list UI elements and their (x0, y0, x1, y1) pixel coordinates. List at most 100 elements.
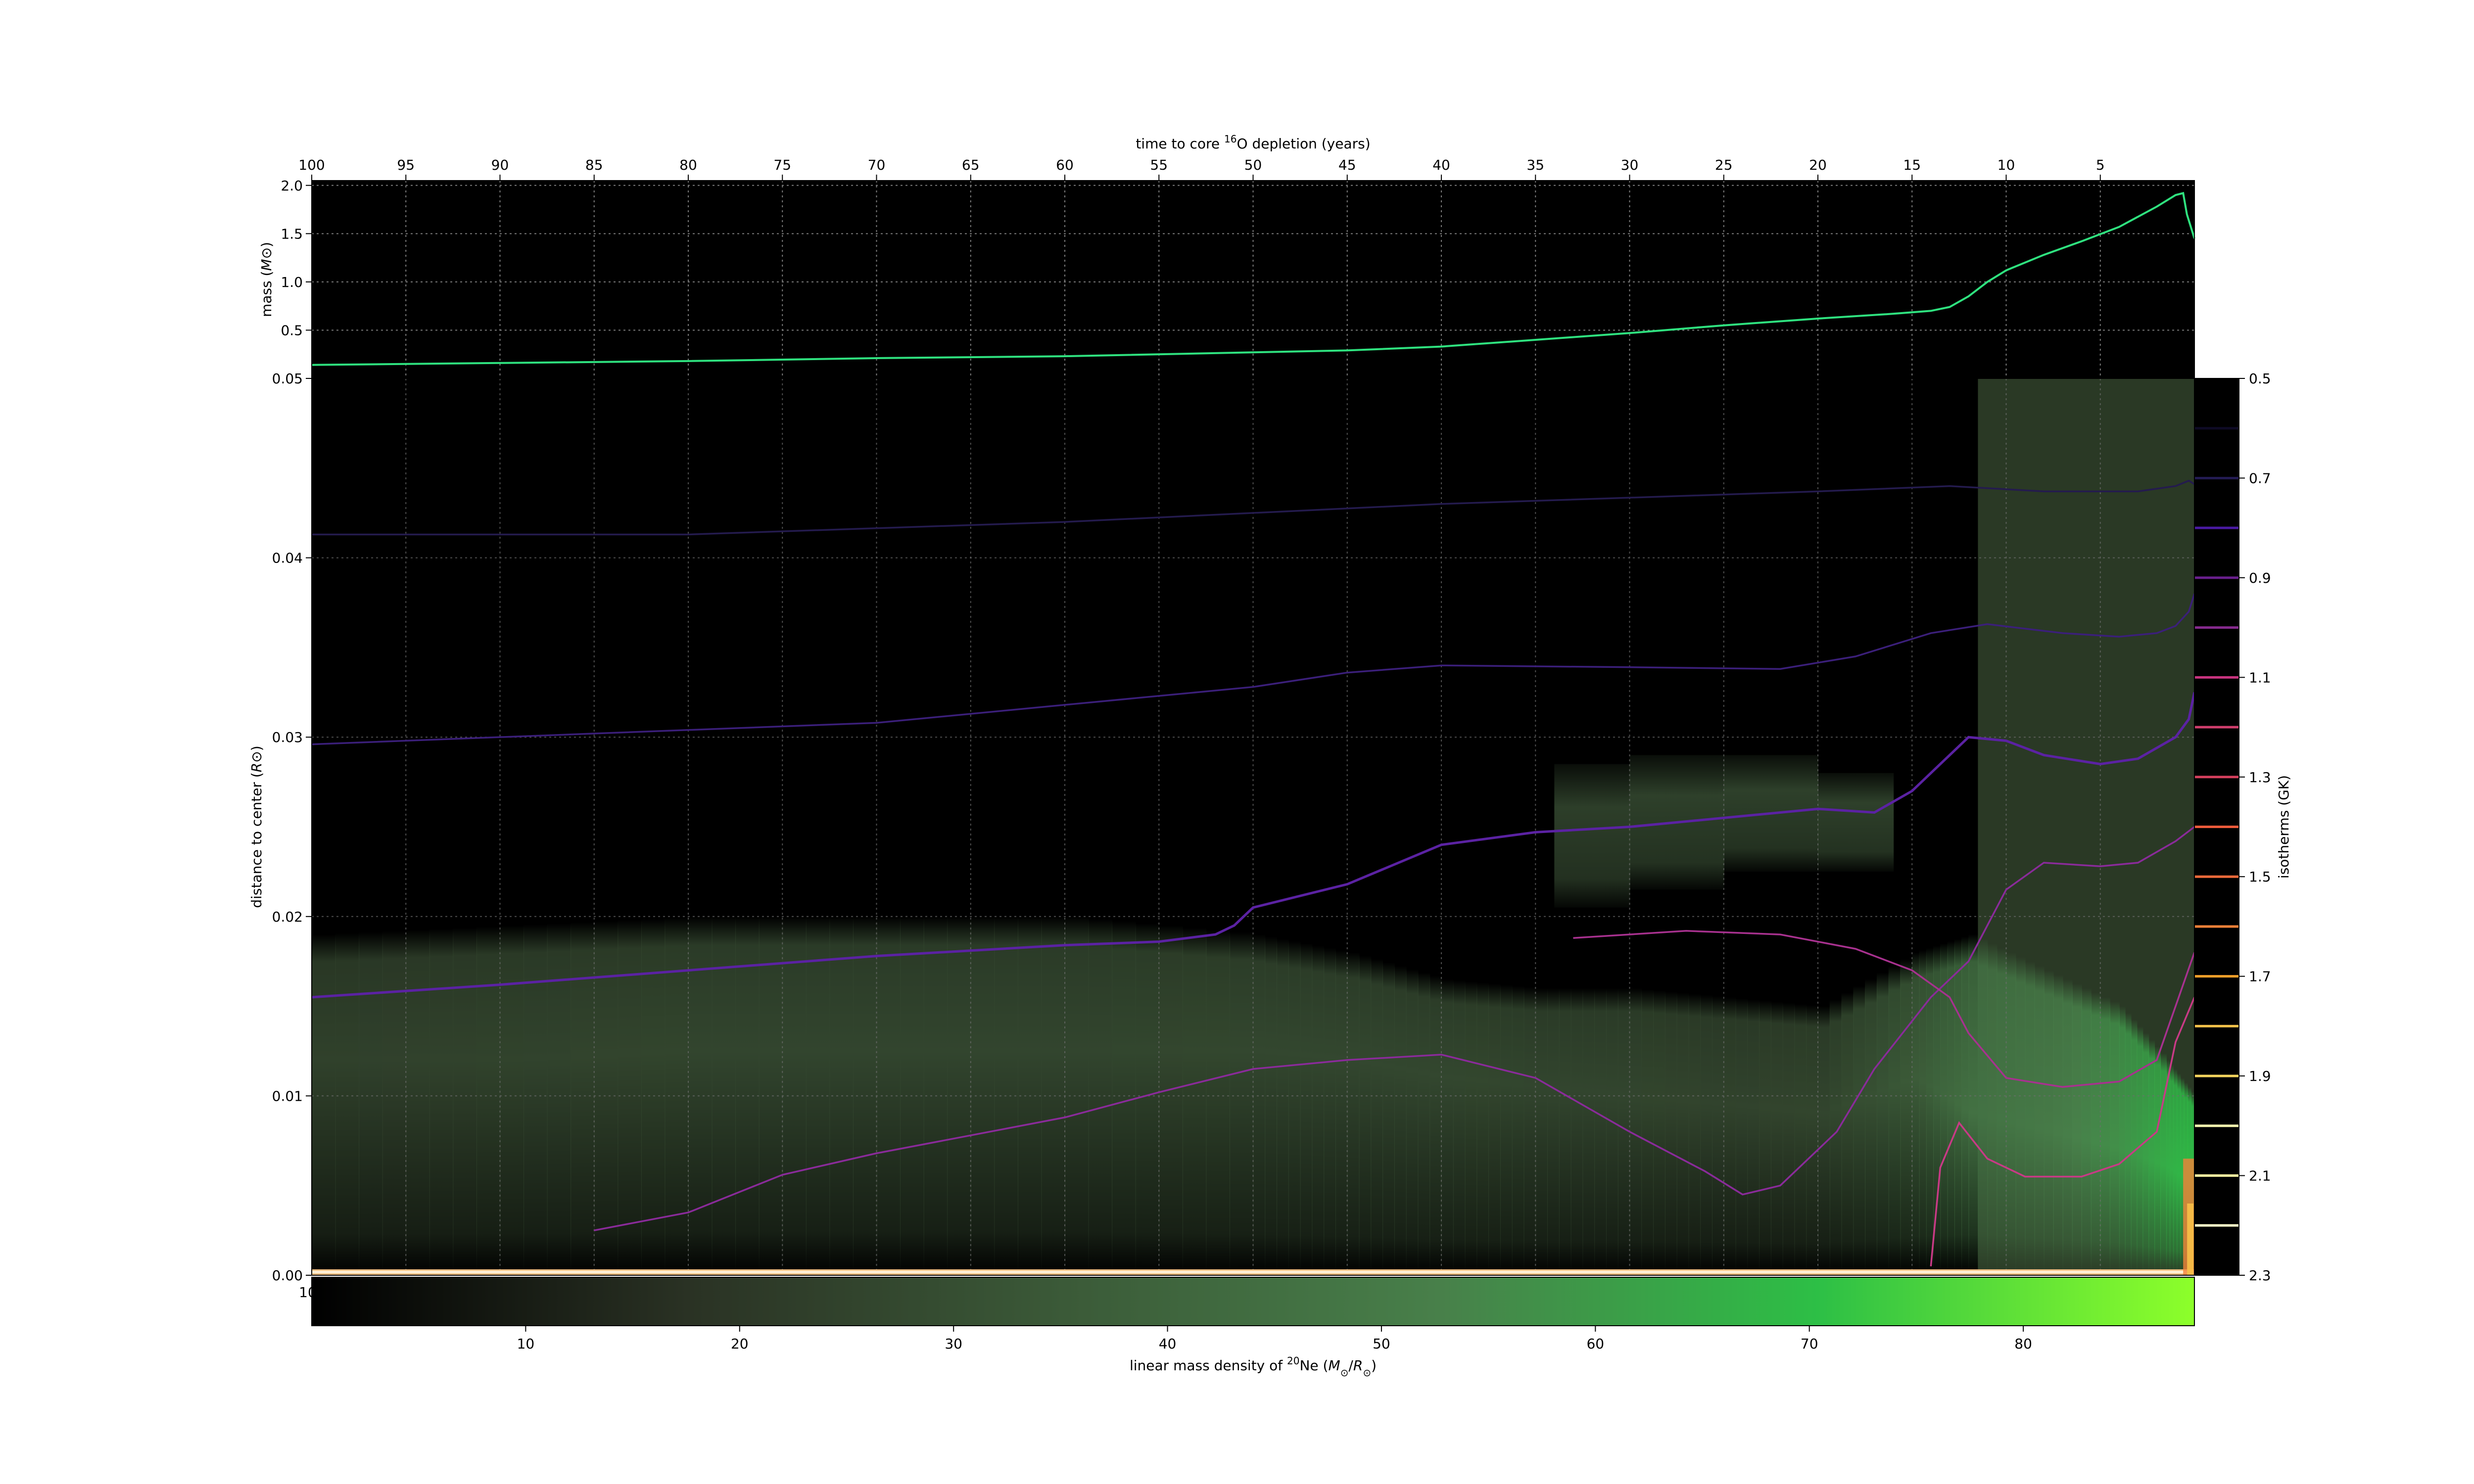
ne-density-column (1841, 992, 1854, 1275)
top-tick-label: 25 (1715, 157, 1733, 173)
isotherm-line-2 (311, 692, 2196, 999)
ne-density-column (1747, 999, 1760, 1275)
ne-shell-column (1818, 773, 1894, 872)
ne-density-column (1653, 990, 1665, 1275)
density-colorbar-label: linear mass density of 20Ne (M⊙/R⊙) (1130, 1355, 1377, 1379)
ne-density-column (1900, 959, 1913, 1275)
ne-density-column (1978, 939, 1988, 1275)
mass-ytick-label: 0.5 (281, 322, 303, 338)
top-tick-label: 75 (773, 157, 791, 173)
ne-density-column (2131, 1020, 2138, 1275)
ne-density-column (406, 929, 430, 1275)
ne-density-column (1954, 939, 1962, 1275)
density-tick-label: 40 (1159, 1336, 1177, 1352)
ne-density-column (453, 928, 477, 1275)
ne-density-column (1888, 966, 1901, 1275)
ne-density-column (1500, 985, 1513, 1275)
ne-density-column (2072, 983, 2082, 1275)
density-colorbar: 10 20 30 40 50 60 70 80 linear mass density of 2… (311, 1277, 2195, 1379)
ne-density-column (1987, 943, 1998, 1275)
top-tick-label: 65 (962, 157, 980, 173)
ne-density-column (1088, 919, 1113, 1275)
main-ytick-label: 0.03 (272, 729, 303, 745)
ne-density-column (2119, 1006, 2126, 1275)
top-tick-label: 50 (1244, 157, 1262, 173)
main-ytick-label: 0.00 (272, 1267, 303, 1284)
ne-density-column (523, 924, 548, 1275)
ne-density-column (1453, 980, 1466, 1275)
isotherm-tick-label: 2.1 (2249, 1168, 2271, 1184)
ne-density-column (1382, 962, 1395, 1275)
ne-density-column (1429, 975, 1442, 1275)
ne-density-column (1594, 988, 1607, 1275)
isotherm-line-5 (1930, 997, 2195, 1267)
ne-density-column (1919, 950, 1927, 1275)
main-ytick-label: 0.04 (272, 550, 303, 566)
top-tick-label: 30 (1621, 157, 1639, 173)
ne-density-column (1723, 997, 1736, 1275)
density-tick-label: 50 (1373, 1336, 1390, 1352)
mass-ytick-label: 2.0 (281, 178, 303, 194)
ne-density-column (1940, 943, 1948, 1275)
ne-density-column (1912, 952, 1920, 1275)
ne-density-column (1735, 998, 1748, 1275)
ne-density-column (1512, 986, 1524, 1275)
ne-density-column (2006, 952, 2016, 1275)
ne-density-column (1865, 979, 1877, 1275)
ne-density-column (1641, 989, 1654, 1275)
ne-density-column (1300, 943, 1313, 1275)
ne-density-column (1441, 979, 1454, 1275)
ne-density-column (1700, 995, 1713, 1275)
ne-density-column (1997, 948, 2007, 1275)
density-tick-label: 30 (945, 1336, 962, 1352)
isotherm-tick-label: 0.5 (2249, 371, 2271, 387)
isotherm-tick-label: 1.3 (2249, 769, 2271, 786)
ne-density-column (1547, 988, 1560, 1275)
ne-density-column (1535, 988, 1548, 1275)
ne-density-column (2034, 966, 2045, 1275)
ne-density-column (2166, 1060, 2171, 1275)
ne-density-column (1394, 966, 1407, 1275)
ne-density-column (2125, 1013, 2132, 1275)
isotherm-tick-label: 0.9 (2249, 570, 2271, 586)
isotherm-tick-label: 0.7 (2249, 470, 2271, 486)
ne-density-column (429, 928, 454, 1275)
ne-density-column (2109, 1002, 2120, 1275)
mass-ylabel: mass (M⊙) (258, 242, 275, 317)
isotherm-line-0 (312, 479, 2195, 536)
main-ylabel: distance to center (R⊙) (248, 745, 265, 908)
ne-density-column (1570, 988, 1583, 1275)
ne-density-column (1606, 988, 1618, 1275)
ne-density-column (1206, 929, 1230, 1275)
ne-density-column (1406, 969, 1419, 1275)
ne-density-column (1324, 948, 1336, 1275)
ne-density-column (1182, 928, 1207, 1275)
isotherm-tick-label: 2.3 (2249, 1267, 2271, 1284)
ne-density-column (2015, 957, 2026, 1275)
ne-density-column (1770, 1002, 1783, 1275)
ne-density-column (2100, 997, 2110, 1275)
top-tick-label: 95 (397, 157, 415, 173)
top-tick-label: 85 (585, 157, 603, 173)
ne-density-column (1876, 973, 1889, 1275)
ne-density-column (2091, 992, 2101, 1275)
top-tick-label: 90 (491, 157, 509, 173)
ne-density-column (335, 933, 360, 1275)
top-tick-label: 10 (1998, 157, 2015, 173)
mass-line (311, 191, 2195, 366)
isotherm-line-4 (1573, 930, 2195, 1088)
ne-density-column (1933, 945, 1941, 1275)
ne-density-column (2142, 1033, 2149, 1275)
ne-density-column (1676, 992, 1689, 1275)
ne-density-column (571, 922, 595, 1275)
ne-density-column (2053, 974, 2063, 1275)
main-ytick-label: 0.02 (272, 909, 303, 925)
ne-density-column (1159, 925, 1183, 1275)
ne-density-column (1759, 1000, 1771, 1275)
ne-density-column (1465, 981, 1477, 1275)
top-tick-label: 35 (1526, 157, 1544, 173)
density-tick-label: 20 (731, 1336, 749, 1352)
ne-density-column (2148, 1040, 2155, 1275)
ne-density-column (1277, 939, 1289, 1275)
density-tick-label: 10 (517, 1336, 535, 1352)
